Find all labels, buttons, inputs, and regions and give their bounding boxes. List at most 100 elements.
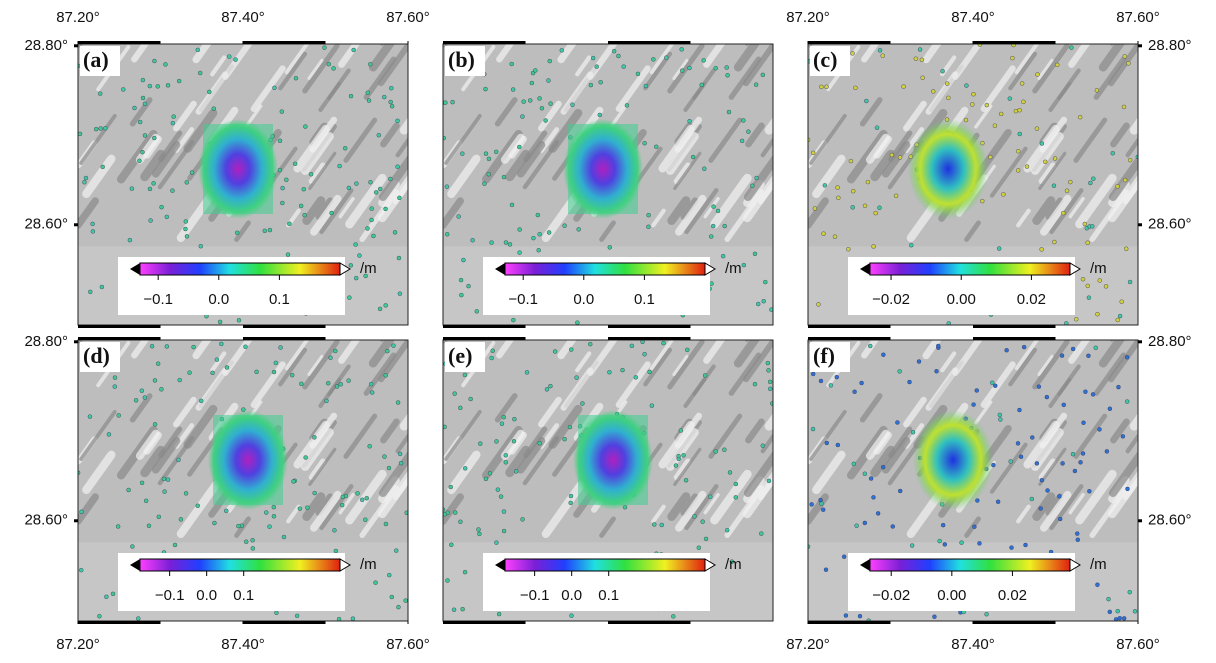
point bbox=[1035, 461, 1039, 465]
frame-bar bbox=[243, 337, 326, 340]
point bbox=[970, 102, 974, 106]
point bbox=[767, 368, 771, 372]
colorbar-tick-label: 0.0 bbox=[573, 291, 594, 308]
point bbox=[138, 120, 142, 124]
point bbox=[1128, 590, 1132, 594]
point bbox=[144, 499, 148, 503]
point bbox=[891, 524, 895, 528]
point bbox=[387, 466, 391, 470]
point bbox=[281, 186, 285, 190]
point bbox=[111, 592, 115, 596]
lon-label: 87.20° bbox=[786, 636, 830, 653]
point bbox=[404, 599, 408, 603]
colorbar-tick-label: −0.1 bbox=[143, 291, 173, 308]
point bbox=[298, 507, 302, 511]
point bbox=[452, 608, 456, 612]
point bbox=[1040, 478, 1044, 482]
point bbox=[881, 353, 885, 357]
point bbox=[278, 139, 282, 143]
point bbox=[691, 155, 695, 159]
point bbox=[766, 361, 770, 365]
point bbox=[484, 152, 488, 156]
point bbox=[511, 318, 515, 322]
point bbox=[274, 361, 278, 365]
point bbox=[460, 152, 464, 156]
point bbox=[1008, 97, 1012, 101]
point bbox=[390, 595, 394, 599]
point bbox=[580, 401, 584, 405]
point bbox=[997, 247, 1001, 251]
point bbox=[993, 384, 997, 388]
point bbox=[136, 617, 140, 621]
point bbox=[215, 358, 219, 362]
point bbox=[853, 86, 857, 90]
point bbox=[860, 381, 864, 385]
point bbox=[702, 167, 706, 171]
point bbox=[1074, 317, 1078, 321]
map-panel: (f)−0.020.000.02/m87.20°87.40°87.60°28.8… bbox=[786, 313, 1191, 653]
point bbox=[998, 413, 1002, 417]
point bbox=[648, 370, 652, 374]
point bbox=[79, 568, 83, 572]
point bbox=[251, 538, 255, 542]
point bbox=[244, 540, 248, 544]
point bbox=[522, 100, 526, 104]
point bbox=[898, 155, 902, 159]
point bbox=[374, 581, 378, 585]
point bbox=[451, 100, 455, 104]
point bbox=[1098, 278, 1102, 282]
point bbox=[98, 92, 102, 96]
point bbox=[140, 389, 144, 393]
point bbox=[442, 136, 446, 140]
point bbox=[1058, 517, 1062, 521]
point bbox=[494, 150, 498, 154]
colorbar-tick-label: 0.00 bbox=[947, 291, 976, 308]
colorbar bbox=[505, 263, 705, 275]
colorbar-unit: /m bbox=[725, 260, 742, 277]
colorbar-tick-label: −0.02 bbox=[872, 291, 910, 308]
colorbar-unit: /m bbox=[725, 556, 742, 573]
point bbox=[851, 205, 855, 209]
point bbox=[702, 58, 706, 62]
point bbox=[149, 219, 153, 223]
point bbox=[327, 62, 331, 66]
point bbox=[347, 296, 351, 300]
point bbox=[836, 186, 840, 190]
point bbox=[725, 66, 729, 70]
point bbox=[824, 568, 828, 572]
point bbox=[176, 458, 180, 462]
point bbox=[654, 145, 658, 149]
point bbox=[512, 417, 516, 421]
figure: (a)−0.10.00.1/m87.20°87.40°87.60°28.80°2… bbox=[0, 0, 1216, 658]
point bbox=[734, 495, 738, 499]
point bbox=[332, 66, 336, 70]
point bbox=[1065, 189, 1069, 193]
point bbox=[162, 477, 166, 481]
point bbox=[881, 54, 885, 58]
point bbox=[1061, 211, 1065, 215]
colorbar-tick-label: 0.1 bbox=[269, 291, 290, 308]
point bbox=[477, 532, 481, 536]
point bbox=[871, 495, 875, 499]
lon-label: 87.20° bbox=[786, 9, 830, 26]
point bbox=[545, 387, 549, 391]
point bbox=[704, 537, 708, 541]
point bbox=[1030, 436, 1034, 440]
panel-label: (a) bbox=[83, 47, 109, 72]
point bbox=[1020, 81, 1024, 85]
point bbox=[227, 55, 231, 59]
point bbox=[377, 133, 381, 137]
colorbar-tick-label: 0.00 bbox=[937, 587, 966, 604]
point bbox=[143, 133, 147, 137]
frame-bar bbox=[243, 325, 326, 328]
point bbox=[309, 172, 313, 176]
point bbox=[264, 511, 268, 515]
point bbox=[898, 369, 902, 373]
point bbox=[351, 617, 355, 621]
point bbox=[347, 379, 351, 383]
point bbox=[570, 614, 574, 618]
point bbox=[378, 187, 382, 191]
deformation bbox=[913, 410, 993, 510]
point bbox=[1071, 452, 1075, 456]
point bbox=[746, 130, 750, 134]
